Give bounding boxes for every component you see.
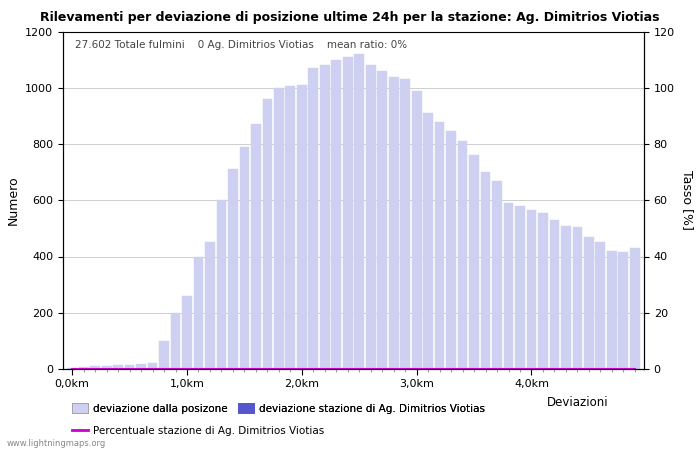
Bar [125,364,134,369]
Bar [148,363,158,369]
Bar [171,313,181,369]
Bar [320,65,330,369]
Bar [194,256,204,369]
Bar [469,155,479,369]
Legend: Percentuale stazione di Ag. Dimitrios Viotias: Percentuale stazione di Ag. Dimitrios Vi… [68,422,328,440]
Y-axis label: Tasso [%]: Tasso [%] [681,170,694,230]
Bar [561,225,570,369]
Text: Deviazioni: Deviazioni [547,396,609,409]
Bar [354,54,364,369]
Bar [446,131,456,369]
Bar [90,366,100,369]
Bar [526,210,536,369]
Bar [458,141,468,369]
Bar [607,251,617,369]
Bar [262,99,272,369]
Bar [503,203,513,369]
Bar [538,213,548,369]
Bar [343,57,353,369]
Bar [79,367,88,369]
Bar [515,206,525,369]
Bar [573,227,582,369]
Bar [113,365,123,369]
Bar [389,76,398,369]
Text: www.lightningmaps.org: www.lightningmaps.org [7,439,106,448]
Bar [492,180,502,369]
Bar [216,200,226,369]
Bar [481,172,491,369]
Bar [182,296,192,369]
Bar [584,237,594,369]
Bar [435,122,444,369]
Bar [102,365,111,369]
Bar [424,113,433,369]
Text: Rilevamenti per deviazione di posizione ultime 24h per la stazione: Ag. Dimitrio: Rilevamenti per deviazione di posizione … [41,11,659,24]
Bar [67,368,77,369]
Legend: deviazione dalla posizone, deviazione stazione di Ag. Dimitrios Viotias: deviazione dalla posizone, deviazione st… [68,399,489,418]
Bar [331,59,341,369]
Bar [400,79,410,369]
Bar [228,169,238,369]
Bar [366,65,376,369]
Bar [286,86,295,369]
Bar [630,248,640,369]
Bar [596,243,605,369]
Bar [251,124,261,369]
Bar [239,147,249,369]
Bar [309,68,318,369]
Bar [377,71,387,369]
Bar [136,364,146,369]
Bar [412,90,421,369]
Y-axis label: Numero: Numero [6,176,20,225]
Bar [297,85,307,369]
Bar [159,341,169,369]
Bar [274,88,284,369]
Bar [619,252,628,369]
Bar [205,243,215,369]
Bar [550,220,559,369]
Text: 27.602 Totale fulmini    0 Ag. Dimitrios Viotias    mean ratio: 0%: 27.602 Totale fulmini 0 Ag. Dimitrios Vi… [75,40,407,50]
